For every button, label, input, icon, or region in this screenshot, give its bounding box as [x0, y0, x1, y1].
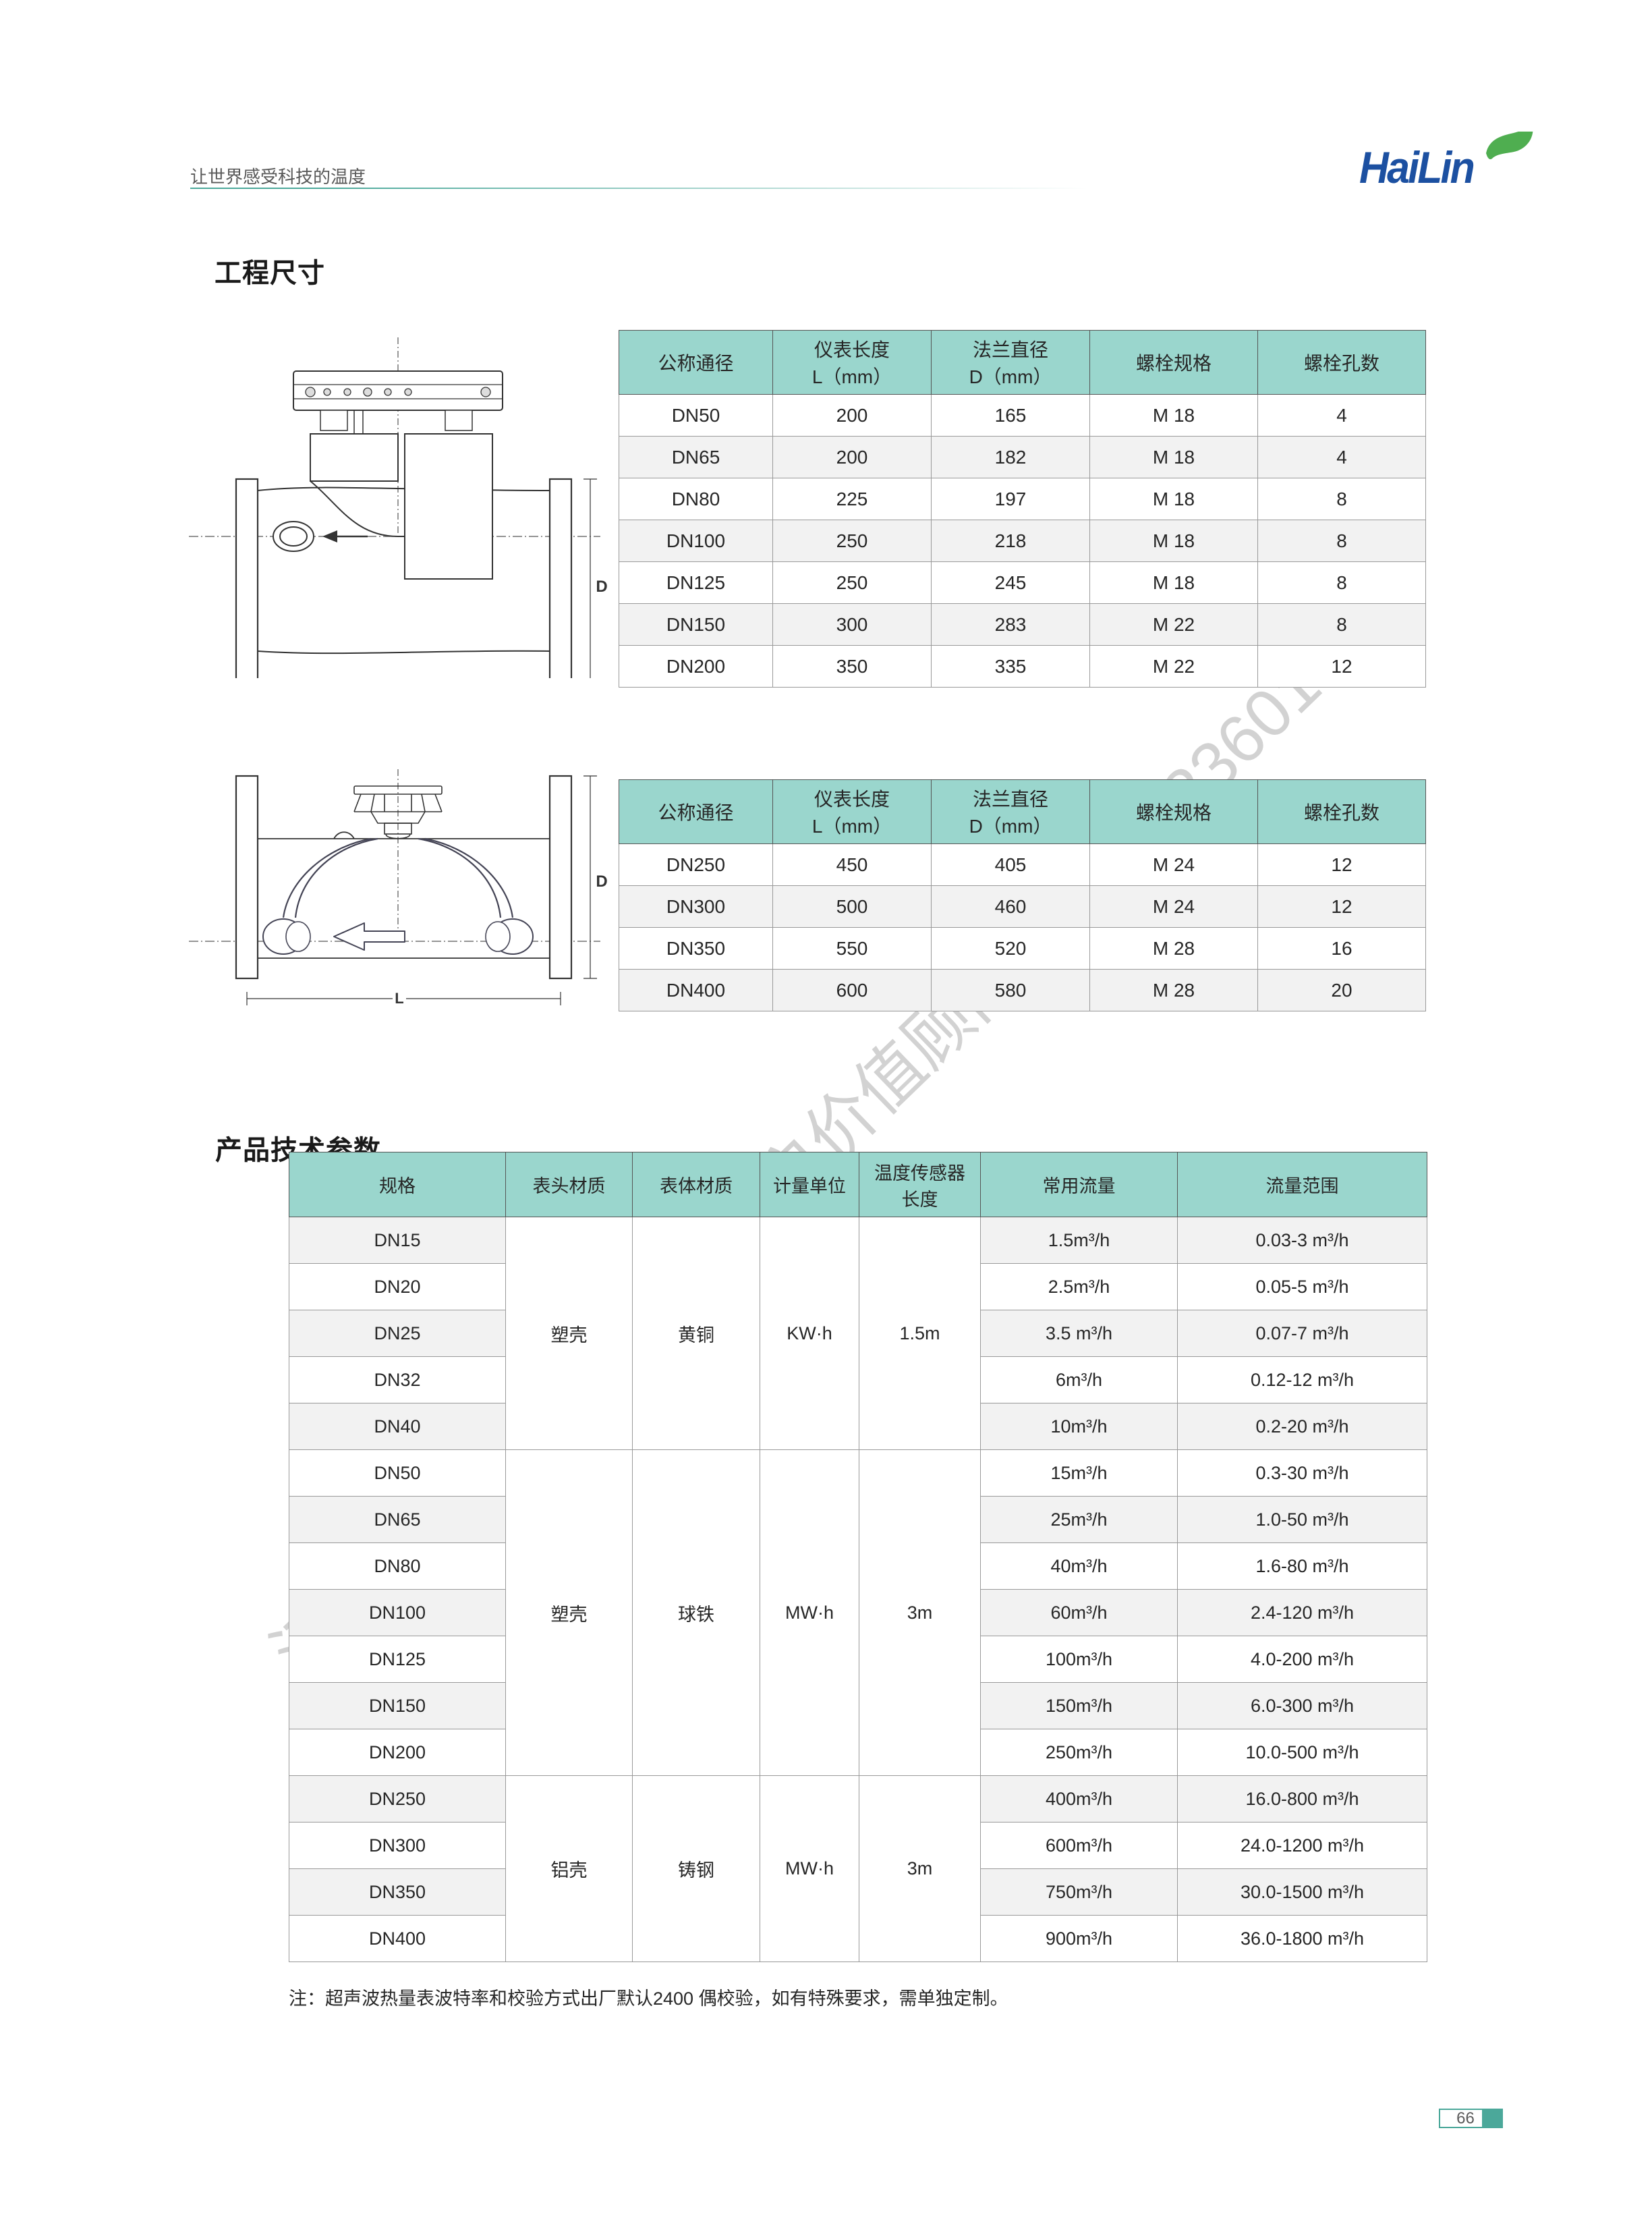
svg-text:D: D	[596, 872, 607, 891]
svg-text:L: L	[395, 990, 403, 1007]
svg-text:HaiLin: HaiLin	[1359, 144, 1474, 193]
svg-text:D: D	[596, 578, 607, 596]
